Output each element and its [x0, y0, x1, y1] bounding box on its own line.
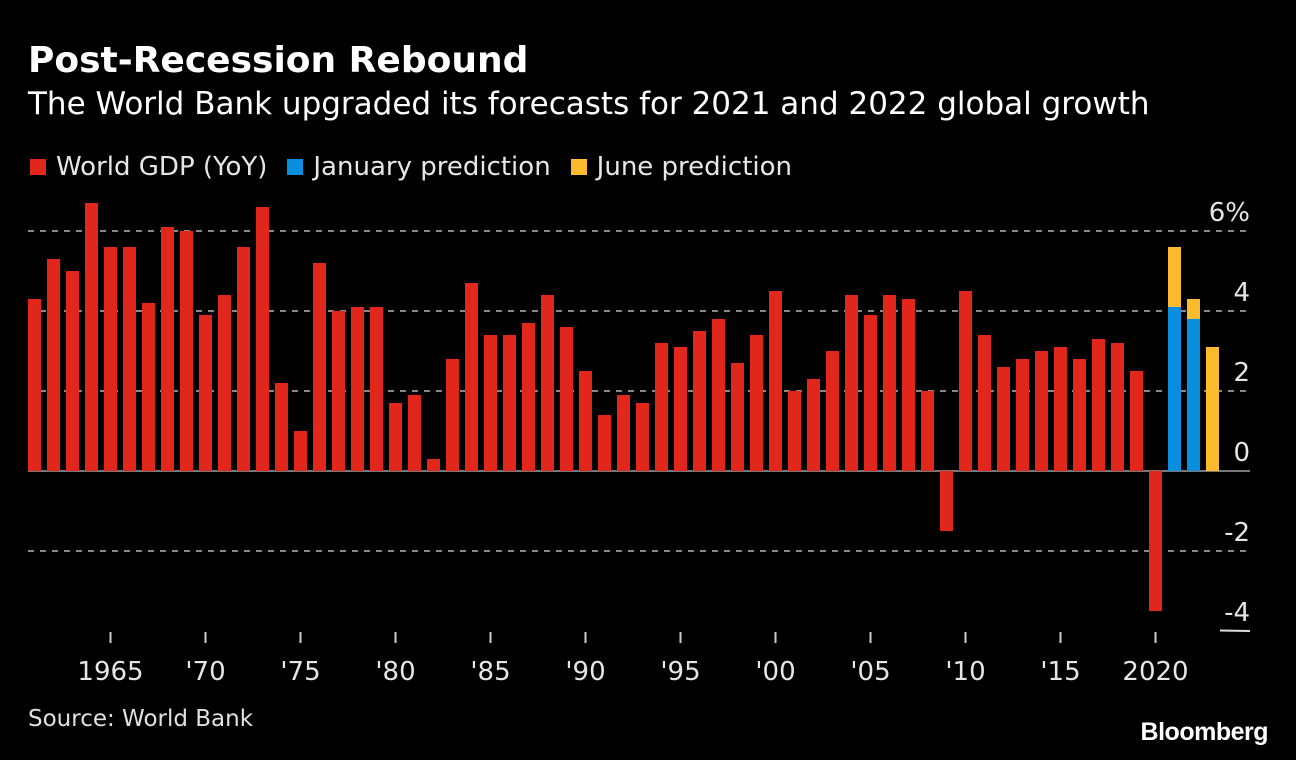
bar-world-gdp: [408, 395, 421, 471]
bar-june-prediction: [1206, 347, 1219, 471]
bar-world-gdp: [788, 391, 801, 471]
bar-world-gdp: [1130, 371, 1143, 471]
chart-subtitle: The World Bank upgraded its forecasts fo…: [28, 86, 1150, 122]
legend-item-january: January prediction: [287, 152, 551, 182]
legend-swatch: [287, 159, 304, 175]
bar-world-gdp: [180, 231, 193, 471]
chart-title: Post-Recession Rebound: [28, 40, 529, 81]
bar-world-gdp: [123, 247, 136, 471]
bar-world-gdp: [636, 403, 649, 471]
y-tick-label: 2: [1233, 358, 1250, 388]
bar-world-gdp: [1073, 359, 1086, 471]
legend-item-june: June prediction: [570, 152, 793, 182]
bar-world-gdp: [275, 383, 288, 471]
legend: World GDP (YoY) January prediction June …: [30, 152, 792, 182]
bar-world-gdp: [750, 335, 763, 471]
bar-world-gdp: [503, 335, 516, 471]
bar-world-gdp: [218, 295, 231, 471]
bar-world-gdp: [997, 367, 1010, 471]
bar-world-gdp: [712, 319, 725, 471]
bar-world-gdp: [1035, 351, 1048, 471]
source-note: Source: World Bank: [28, 706, 254, 732]
bar-world-gdp: [1016, 359, 1029, 471]
legend-label: World GDP (YoY): [56, 152, 268, 182]
bar-world-gdp: [883, 295, 896, 471]
bar-world-gdp: [731, 363, 744, 471]
bar-world-gdp: [47, 259, 60, 471]
bar-world-gdp: [66, 271, 79, 471]
bar-world-gdp: [807, 379, 820, 471]
bar-world-gdp: [1149, 471, 1162, 611]
legend-label: June prediction: [596, 152, 793, 182]
bar-world-gdp: [826, 351, 839, 471]
bar-world-gdp: [921, 391, 934, 471]
bar-world-gdp: [769, 291, 782, 471]
legend-item-world-gdp: World GDP (YoY): [30, 152, 267, 182]
bar-world-gdp: [28, 299, 41, 471]
bar-world-gdp: [617, 395, 630, 471]
bar-world-gdp: [674, 347, 687, 471]
bar-world-gdp: [294, 431, 307, 471]
bar-world-gdp: [902, 299, 915, 471]
y-tick-label: 4: [1233, 278, 1250, 308]
bar-world-gdp: [256, 207, 269, 471]
x-tick-label: '15: [1040, 657, 1080, 687]
bar-world-gdp: [579, 371, 592, 471]
x-tick-label: '95: [660, 657, 700, 687]
legend-swatch: [30, 159, 46, 175]
bloomberg-logo: Bloomberg: [1140, 718, 1269, 746]
bar-january-prediction: [1187, 319, 1200, 471]
x-tick-label: 1965: [77, 657, 143, 687]
bar-world-gdp: [1111, 343, 1124, 471]
x-tick-label: '70: [185, 657, 225, 687]
bar-world-gdp: [85, 203, 98, 471]
x-tick-label: '05: [850, 657, 890, 687]
bar-world-gdp: [522, 323, 535, 471]
bar-world-gdp: [1092, 339, 1105, 471]
bar-world-gdp: [959, 291, 972, 471]
legend-label: January prediction: [313, 152, 551, 182]
bar-world-gdp: [693, 331, 706, 471]
x-tick-label: '90: [565, 657, 605, 687]
bar-world-gdp: [370, 307, 383, 471]
bar-world-gdp: [237, 247, 250, 471]
bar-world-gdp: [104, 247, 117, 471]
y-tick-label: 0: [1233, 438, 1250, 468]
bar-january-prediction: [1168, 307, 1181, 471]
bar-world-gdp: [389, 403, 402, 471]
bar-world-gdp: [845, 295, 858, 471]
x-tick-label: 2020: [1122, 657, 1188, 687]
y-tick-label: -4: [1224, 598, 1250, 628]
bar-world-gdp: [427, 459, 440, 471]
bar-world-gdp: [598, 415, 611, 471]
bar-world-gdp: [940, 471, 953, 531]
y-tick-label: 6%: [1209, 198, 1250, 228]
bar-world-gdp: [978, 335, 991, 471]
x-tick-label: '80: [375, 657, 415, 687]
bar-world-gdp: [313, 263, 326, 471]
legend-swatch: [570, 159, 587, 175]
x-tick-label: '75: [280, 657, 320, 687]
bar-world-gdp: [484, 335, 497, 471]
bar-world-gdp: [560, 327, 573, 471]
bar-world-gdp: [1054, 347, 1067, 471]
bar-world-gdp: [161, 227, 174, 471]
bar-world-gdp: [655, 343, 668, 471]
x-tick-label: '00: [755, 657, 795, 687]
bar-world-gdp: [351, 307, 364, 471]
axis-end-line: [1219, 629, 1251, 632]
bar-world-gdp: [199, 315, 212, 471]
x-tick-label: '10: [945, 657, 985, 687]
bar-world-gdp: [446, 359, 459, 471]
bar-world-gdp: [864, 315, 877, 471]
x-tick-label: '85: [470, 657, 510, 687]
bar-world-gdp: [332, 311, 345, 471]
bar-world-gdp: [142, 303, 155, 471]
bar-world-gdp: [541, 295, 554, 471]
bar-world-gdp: [465, 283, 478, 471]
y-tick-label: -2: [1224, 518, 1250, 548]
